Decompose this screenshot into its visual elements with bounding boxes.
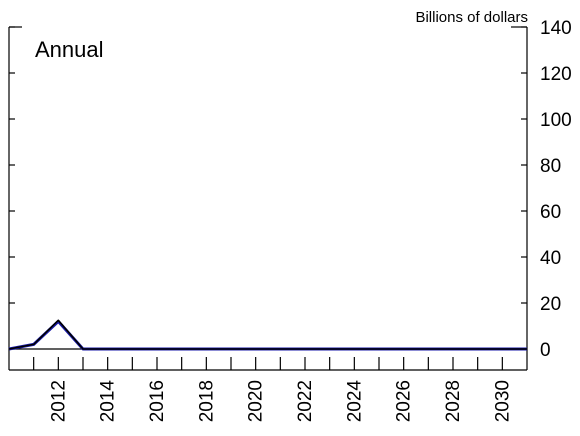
y-axis-label: Billions of dollars (415, 9, 528, 26)
x-tick-label: 2020 (246, 380, 267, 422)
y-tick-label: 60 (540, 202, 561, 223)
y-tick-label: 40 (540, 248, 561, 269)
annotation-annual: Annual (35, 37, 104, 62)
series-line-1 (8, 319, 527, 351)
x-tick-label: 2024 (344, 380, 365, 423)
x-tick-label: 2030 (492, 380, 513, 422)
series-line-2 (8, 319, 527, 350)
x-tick-label: 2026 (394, 380, 415, 422)
y-tick-label: 120 (540, 64, 572, 85)
x-tick-label: 2028 (443, 380, 464, 422)
x-tick-label: 2016 (147, 380, 168, 422)
y-tick-label: 100 (540, 110, 572, 131)
y-tick-label: 20 (540, 294, 561, 315)
y-tick-label: 0 (540, 340, 551, 361)
x-tick-label: 2014 (98, 380, 119, 423)
y-axis: 0 20 40 60 80 100 120 140 (9, 18, 572, 361)
x-tick-label: 2018 (196, 380, 217, 422)
y-tick-label: 80 (540, 156, 561, 177)
x-tick-label: 2012 (48, 380, 69, 422)
y-tick-label: 140 (540, 18, 572, 39)
chart-frame (8, 26, 528, 371)
x-tick-label: 2022 (295, 380, 316, 422)
x-axis: 2012 2014 2016 2018 2020 2022 2024 2026 2028 2030 (33, 357, 513, 423)
series-group (8, 319, 527, 351)
